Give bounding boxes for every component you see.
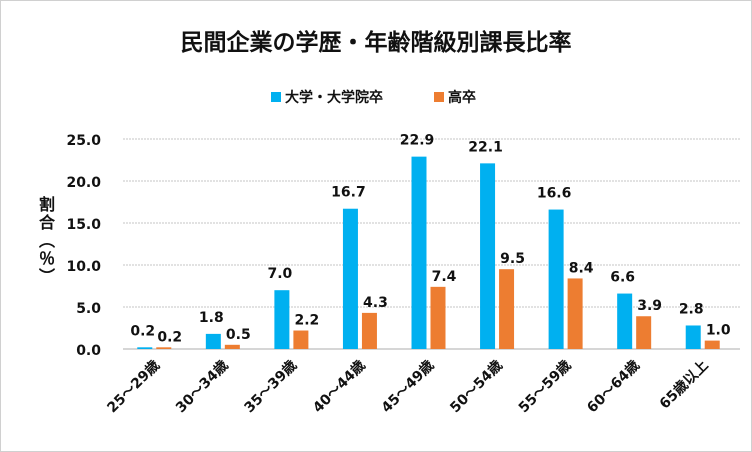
- data-label: 16.7: [331, 185, 366, 201]
- data-label: 0.2: [130, 323, 155, 339]
- data-label: 9.5: [500, 251, 525, 267]
- bar: [205, 333, 221, 349]
- x-tick-label: 65歳以上: [656, 357, 711, 412]
- x-tick-label: 60～64歳: [584, 357, 643, 416]
- bar: [361, 312, 377, 349]
- bar: [548, 209, 564, 349]
- data-label: 7.4: [432, 269, 457, 285]
- y-tick-label: 5.0: [76, 301, 101, 317]
- data-label: 4.3: [363, 295, 388, 311]
- bars: 0.2 0.2 1.80.5 7.0 2.2 16.7 4.3 22.9 7.4 22.1 9.5 1…: [130, 133, 731, 349]
- data-label: 0.5: [226, 327, 251, 343]
- bar: [704, 340, 720, 349]
- x-tick-label: 35～39歳: [241, 357, 300, 416]
- y-tick-label: 20.0: [66, 175, 101, 191]
- bar: [411, 156, 427, 349]
- data-label: 16.6: [537, 186, 572, 202]
- y-tick-label: 25.0: [66, 133, 101, 149]
- x-tick-label: 55～59歳: [515, 357, 574, 416]
- legend-label: 高卒: [448, 89, 476, 106]
- legend-swatch: [271, 92, 281, 102]
- legend-label: 大学・大学院卒: [285, 89, 383, 106]
- bar: [342, 208, 358, 349]
- bar: [636, 316, 652, 349]
- bar: [224, 344, 240, 349]
- x-axis-labels: 25～29歳 30～34歳 35～39歳 40～44歳 45～49歳 50～54歳 55～5…: [104, 357, 712, 416]
- legend-swatch: [434, 92, 444, 102]
- bar: [567, 278, 583, 349]
- x-tick-label: 25～29歳: [104, 357, 163, 416]
- data-label: 1.8: [199, 310, 224, 326]
- x-tick-label: 40～44歳: [309, 357, 368, 416]
- bar: [156, 347, 172, 349]
- bar: [430, 286, 446, 349]
- data-label: 6.6: [610, 270, 635, 286]
- y-tick-label: 0.0: [76, 343, 101, 359]
- data-label: 7.0: [267, 266, 292, 282]
- data-label: 2.8: [679, 301, 704, 317]
- chart-title: 民間企業の学歴・年齢階級別課長比率: [181, 29, 572, 56]
- legend: 大学・大学院卒 高卒: [271, 89, 476, 106]
- bar: [617, 293, 633, 349]
- bar: [480, 163, 496, 349]
- data-label: 1.0: [706, 323, 731, 339]
- data-label: 3.9: [637, 298, 662, 314]
- bar: [499, 269, 515, 349]
- bar: [137, 347, 153, 349]
- y-tick-label: 10.0: [66, 259, 101, 275]
- x-tick-label: 45～49歳: [378, 357, 437, 416]
- y-axis-label: 割合（％）: [36, 196, 55, 286]
- x-tick-label: 50～54歳: [447, 357, 506, 416]
- data-label: 22.1: [468, 139, 503, 155]
- bar: [685, 325, 701, 349]
- y-tick-label: 15.0: [66, 217, 101, 233]
- data-label: 2.2: [294, 313, 319, 329]
- data-label: 8.4: [569, 260, 594, 276]
- data-label: 22.9: [400, 133, 435, 149]
- x-tick-label: 30～34歳: [172, 357, 231, 416]
- data-label: 0.2: [157, 329, 182, 345]
- bar: [293, 330, 309, 349]
- bar: [274, 290, 290, 349]
